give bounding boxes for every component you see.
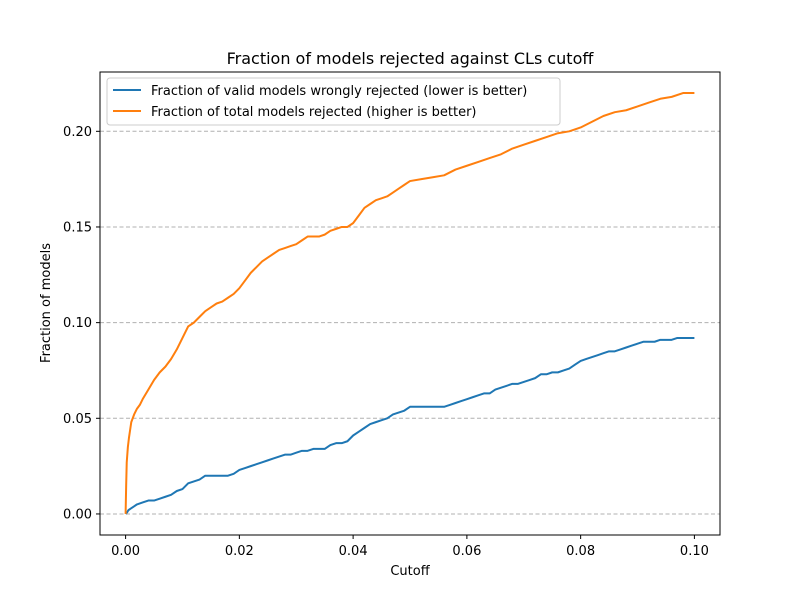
series-line-total-models <box>124 92 695 514</box>
x-tick-label: 0.10 <box>680 544 709 559</box>
legend-label-valid-models: Fraction of valid models wrongly rejecte… <box>151 84 527 99</box>
series-line-valid-models <box>124 336 695 515</box>
y-axis-label: Fraction of models <box>39 243 54 363</box>
series-lines <box>124 92 695 515</box>
chart-title: Fraction of models rejected against CLs … <box>227 49 595 68</box>
y-axis-ticks: 0.00 0.05 0.10 0.15 0.20 <box>63 125 100 522</box>
x-tick-label: 0.00 <box>111 544 140 559</box>
y-tick-label: 0.10 <box>63 316 92 331</box>
x-tick-label: 0.06 <box>452 544 481 559</box>
x-tick-label: 0.08 <box>566 544 595 559</box>
grid-lines <box>100 130 720 515</box>
legend: Fraction of valid models wrongly rejecte… <box>106 77 561 126</box>
x-tick-label: 0.04 <box>339 544 368 559</box>
y-tick-label: 0.20 <box>63 125 92 140</box>
x-tick-label: 0.02 <box>225 544 254 559</box>
x-axis-label: Cutoff <box>390 564 430 579</box>
plot-frame <box>99 71 721 536</box>
x-axis-ticks: 0.00 0.02 0.04 0.06 0.08 0.10 <box>111 535 709 559</box>
legend-label-total-models: Fraction of total models rejected (highe… <box>151 105 477 120</box>
legend-box <box>106 77 561 126</box>
y-tick-label: 0.05 <box>63 412 92 427</box>
y-tick-label: 0.15 <box>63 220 92 235</box>
y-tick-label: 0.00 <box>63 507 92 522</box>
